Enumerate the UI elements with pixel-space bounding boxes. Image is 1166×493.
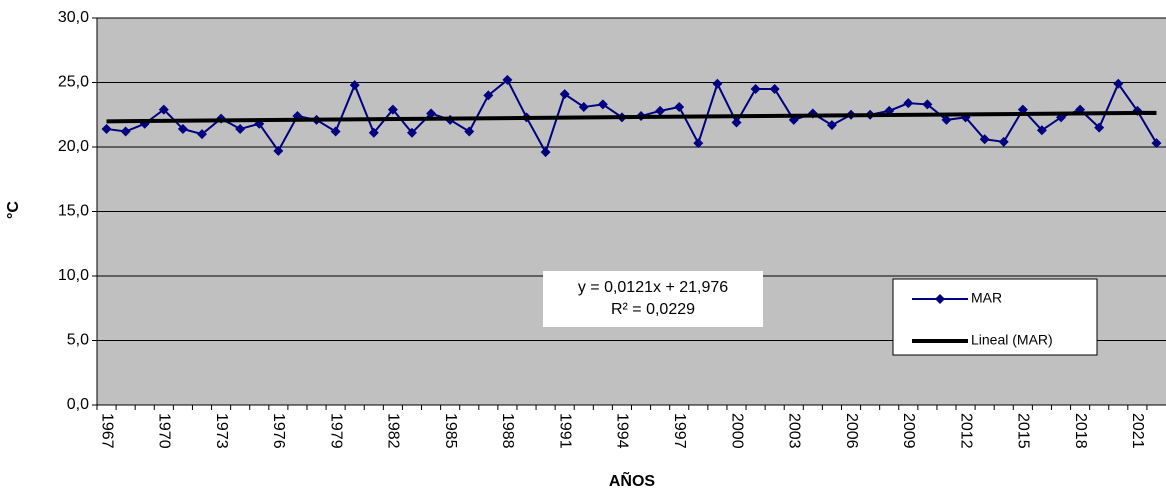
legend: MAR Lineal (MAR) xyxy=(892,278,1098,356)
point-marker xyxy=(158,104,169,115)
x-tick-label: 2018 xyxy=(1072,413,1089,449)
point-marker xyxy=(1036,125,1047,136)
x-tick-label: 1970 xyxy=(156,413,173,449)
point-marker xyxy=(674,102,685,113)
x-tick-label: 2009 xyxy=(900,413,917,449)
y-tick-label: 0,0 xyxy=(67,396,89,413)
x-tick-label: 2003 xyxy=(786,413,803,449)
point-marker xyxy=(196,129,207,140)
point-marker xyxy=(1094,122,1105,133)
point-marker xyxy=(464,126,475,137)
legend-label: Lineal (MAR) xyxy=(971,332,1053,348)
y-axis-title: °C xyxy=(5,201,22,219)
point-marker xyxy=(406,127,417,138)
x-tick-label: 2021 xyxy=(1129,413,1146,449)
point-marker xyxy=(483,90,494,101)
x-tick-label: 2000 xyxy=(728,413,745,449)
point-marker xyxy=(502,74,513,85)
point-marker xyxy=(826,120,837,131)
x-axis-title: AÑOS xyxy=(609,470,656,490)
point-marker xyxy=(655,105,666,116)
legend-marker xyxy=(935,294,945,304)
point-marker xyxy=(597,99,608,110)
x-tick-label: 1988 xyxy=(499,413,516,449)
annotation-box xyxy=(543,271,763,327)
y-tick-label: 25,0 xyxy=(58,74,89,91)
point-marker xyxy=(368,127,379,138)
point-marker xyxy=(177,123,188,134)
x-tick-label: 1973 xyxy=(213,413,230,449)
point-marker xyxy=(235,123,246,134)
x-tick-label: 1991 xyxy=(556,413,573,449)
x-tick-label: 1976 xyxy=(270,413,287,449)
point-marker xyxy=(941,114,952,125)
y-tick-label: 5,0 xyxy=(67,332,89,349)
annotation: y = 0,0121x + 21,976 xyxy=(578,279,728,296)
point-marker xyxy=(731,117,742,128)
point-marker xyxy=(540,147,551,158)
point-marker xyxy=(120,126,131,137)
legend-label: MAR xyxy=(971,290,1002,306)
point-marker xyxy=(387,104,398,115)
point-marker xyxy=(426,108,437,119)
y-tick-label: 20,0 xyxy=(58,138,89,155)
x-tick-label: 1979 xyxy=(327,413,344,449)
x-tick-label: 1994 xyxy=(614,413,631,449)
point-marker xyxy=(922,99,933,110)
x-tick-label: 1997 xyxy=(671,413,688,449)
point-marker xyxy=(903,98,914,109)
x-tick-label: 2012 xyxy=(957,413,974,449)
x-tick-label: 1967 xyxy=(98,413,115,449)
x-tick-label: 2015 xyxy=(1015,413,1032,449)
x-tick-label: 2006 xyxy=(843,413,860,449)
point-marker xyxy=(578,102,589,113)
point-marker xyxy=(1113,78,1124,89)
y-tick-label: 30,0 xyxy=(58,9,89,26)
y-tick-label: 10,0 xyxy=(58,267,89,284)
y-tick-label: 15,0 xyxy=(58,203,89,220)
point-marker xyxy=(559,89,570,100)
x-tick-label: 1982 xyxy=(385,413,402,449)
point-marker xyxy=(769,83,780,94)
annotation: R² = 0,0229 xyxy=(611,301,695,318)
point-marker xyxy=(979,134,990,145)
point-marker xyxy=(1151,138,1162,149)
point-marker xyxy=(349,80,360,91)
point-marker xyxy=(273,145,284,156)
point-marker xyxy=(693,138,704,149)
point-marker xyxy=(330,126,341,137)
trendline xyxy=(106,110,1157,124)
point-marker xyxy=(712,78,723,89)
point-marker xyxy=(750,83,761,94)
point-marker xyxy=(101,123,112,134)
point-marker xyxy=(998,136,1009,147)
x-tick-label: 1985 xyxy=(442,413,459,449)
